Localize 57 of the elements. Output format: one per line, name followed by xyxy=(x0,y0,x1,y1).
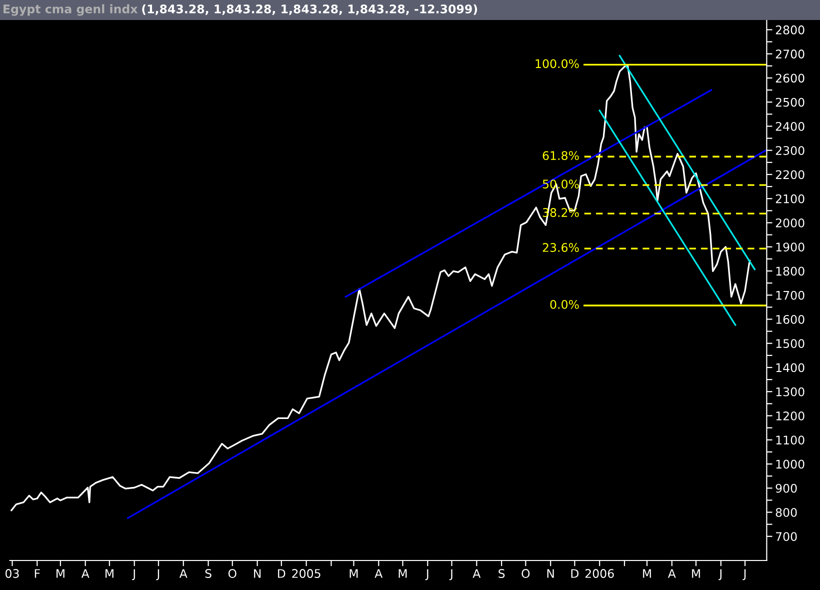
x-tick-label: S xyxy=(498,569,505,578)
x-tick-label: O xyxy=(522,569,530,578)
x-tick-label: A xyxy=(668,569,676,578)
y-tick-label: 1200 xyxy=(776,411,804,420)
x-tick-label: A xyxy=(472,569,481,578)
y-tick-label: 1500 xyxy=(776,339,804,348)
x-tick-label: J xyxy=(449,569,452,580)
x-tick-label: J xyxy=(718,569,722,580)
x-tick-label: 03 xyxy=(6,569,19,578)
y-tick-label: 1000 xyxy=(776,460,804,469)
series-label: 61.8% xyxy=(542,151,579,160)
y-tick-label: 2500 xyxy=(776,98,804,107)
series-label: 0.0% xyxy=(550,300,579,309)
x-tick-label: A xyxy=(81,569,90,578)
y-tick-label: 1900 xyxy=(776,242,804,252)
x-tick-label: D xyxy=(278,569,286,578)
chart-subtitle: (1,843.28, 1,843.28, 1,843.28, 1,843.28, -12.3099) xyxy=(142,4,478,15)
x-tick-label: M xyxy=(692,569,700,578)
x-tick-label: M xyxy=(643,569,651,578)
x-tick-label: A xyxy=(374,569,383,578)
y-tick-label: 1700 xyxy=(776,290,804,300)
y-tick-label: 2600 xyxy=(776,74,804,83)
x-tick-label: J xyxy=(425,569,428,580)
series-label: 23.6% xyxy=(542,243,579,252)
y-tick-label: 700 xyxy=(776,532,797,542)
y-tick-label: 1300 xyxy=(776,387,804,396)
x-tick-label: M xyxy=(398,569,407,578)
x-tick-label: N xyxy=(254,569,261,578)
y-tick-label: 2400 xyxy=(776,122,804,131)
series-label: 100.0% xyxy=(536,59,579,68)
y-tick-label: 2300 xyxy=(776,146,804,155)
y-tick-label: 900 xyxy=(776,484,797,493)
x-tick-label: S xyxy=(205,569,212,578)
chart-title: Egypt cma genl indx xyxy=(4,4,138,16)
y-tick-label: 1400 xyxy=(776,363,804,372)
y-tick-label: 1100 xyxy=(776,436,804,445)
x-tick-label: M xyxy=(56,569,64,578)
y-tick-label: 1600 xyxy=(776,314,804,324)
x-tick-label: A xyxy=(179,569,188,578)
x-tick-label: J xyxy=(742,569,746,580)
y-tick-label: 1800 xyxy=(776,266,804,276)
y-tick-label: 800 xyxy=(776,508,797,517)
x-tick-label: J xyxy=(156,569,160,580)
x-tick-label: J xyxy=(132,569,135,580)
x-tick-label: M xyxy=(350,569,358,578)
x-tick-label: 2005 xyxy=(292,569,320,578)
y-tick-label: 2100 xyxy=(776,194,804,204)
y-tick-label: 2700 xyxy=(776,50,804,58)
x-tick-label: M xyxy=(106,569,114,578)
x-tick-label: 2006 xyxy=(585,569,614,578)
x-tick-label: F xyxy=(34,569,40,578)
y-tick-label: 2000 xyxy=(776,218,804,228)
y-tick-label: 2800 xyxy=(776,25,804,34)
x-tick-label: O xyxy=(228,569,236,578)
x-tick-label: D xyxy=(571,569,579,578)
y-tick-label: 2200 xyxy=(776,170,804,180)
x-tick-label: N xyxy=(547,569,554,578)
